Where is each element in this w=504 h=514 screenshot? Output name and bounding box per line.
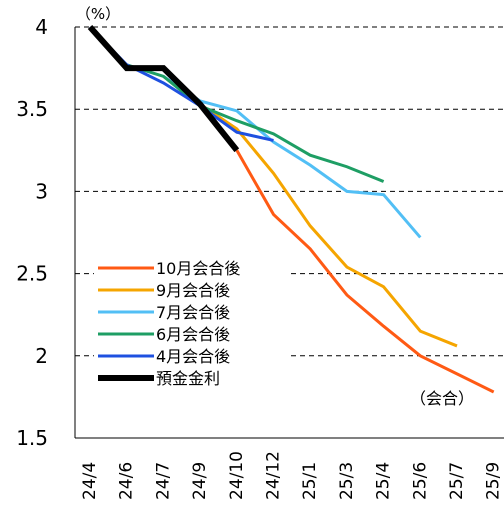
- legend-label: 9月会合後: [156, 281, 230, 300]
- y-tick-label: 3: [35, 179, 48, 203]
- series-line: [199, 103, 458, 348]
- y-unit-label: （%）: [76, 5, 120, 23]
- series-line: [162, 75, 422, 239]
- series-lines: [87, 25, 495, 394]
- legend-label: 4月会合後: [156, 347, 230, 366]
- series-line: [126, 63, 385, 183]
- x-tick-label: 25/4: [374, 462, 394, 500]
- x-tick-label: 24/4: [80, 462, 100, 500]
- series-line: [87, 25, 240, 153]
- x-tick-label: 24/9: [190, 462, 210, 500]
- legend-label: 預金金利: [156, 369, 220, 388]
- legend-label: 7月会合後: [156, 303, 230, 322]
- y-tick-labels: 4 3.5 3 2.5 2 1.5: [16, 15, 48, 450]
- y-tick-label: 1.5: [16, 426, 48, 450]
- x-tick-label: 25/6: [410, 462, 430, 500]
- x-tick-labels: 24/4 24/6 24/7 24/9 24/10 24/12 25/1 25/3 25/4 25…: [80, 451, 504, 500]
- y-tick-label: 2: [35, 344, 48, 368]
- x-tick-label: 24/6: [117, 462, 137, 500]
- x-tick-label: 25/3: [337, 462, 357, 500]
- x-tick-label: 25/7: [447, 462, 467, 500]
- y-tick-label: 3.5: [16, 97, 48, 121]
- x-unit-label: （会合）: [410, 389, 474, 408]
- y-tick-label: 2.5: [16, 262, 48, 286]
- x-tick-label: 24/7: [153, 462, 173, 500]
- x-tick-label: 24/12: [264, 451, 284, 500]
- x-tick-label: 25/9: [484, 462, 504, 500]
- x-tick-label: 24/10: [227, 451, 247, 500]
- axes: [74, 27, 504, 439]
- y-tick-label: 4: [35, 15, 48, 39]
- legend-label: 6月会合後: [156, 325, 230, 344]
- series-line: [235, 149, 495, 394]
- x-tick-label: 25/1: [300, 462, 320, 500]
- legend-label: 10月会合後: [156, 259, 240, 278]
- legend-background: [94, 255, 288, 418]
